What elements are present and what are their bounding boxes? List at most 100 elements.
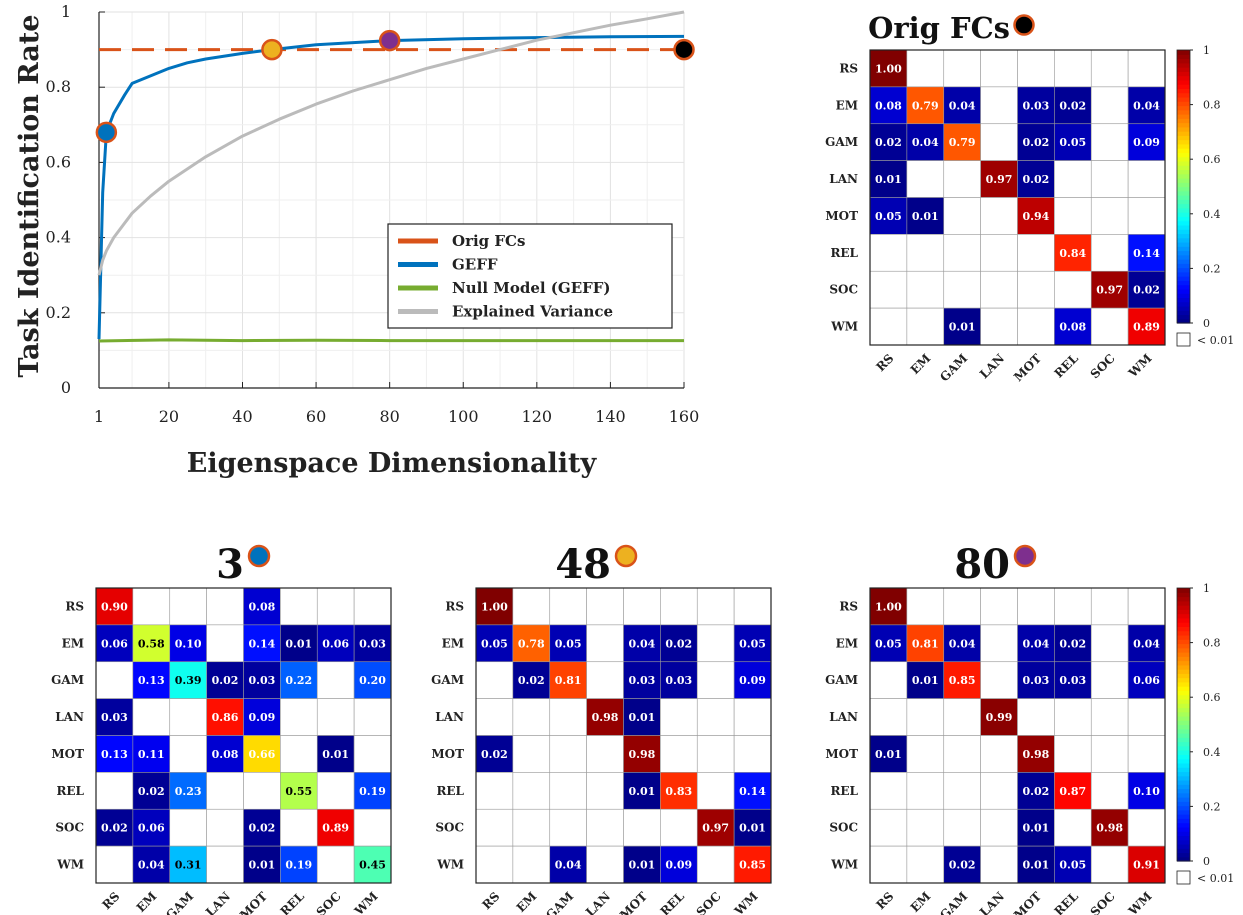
heatmap-cell — [980, 808, 1018, 847]
colorbar-segment — [1177, 622, 1190, 627]
heatmap-cell — [169, 698, 207, 736]
heatmap-cell — [1017, 123, 1055, 161]
heatmap-cell — [95, 845, 134, 884]
heatmap-cell — [512, 661, 551, 699]
cell-value: 0.09 — [739, 674, 766, 687]
heatmap-cell — [353, 661, 392, 699]
heatmap-cell — [280, 772, 318, 810]
row-label: GAM — [51, 673, 84, 687]
heatmap-cell — [943, 197, 981, 235]
colorbar-segment — [1177, 835, 1190, 841]
point-marker — [673, 38, 695, 61]
cell-value: 0.87 — [1059, 785, 1086, 798]
colorbar-tick-label: 0.2 — [1203, 800, 1221, 813]
cell-value: 0.01 — [249, 859, 276, 872]
col-label: SOC — [314, 889, 344, 915]
colorbar-segment — [1177, 856, 1190, 862]
heatmap-cell — [1127, 735, 1166, 773]
heatmap-cell — [1127, 160, 1166, 198]
colorbar-segment — [1177, 805, 1190, 811]
heatmap-cell — [1017, 49, 1055, 88]
colorbar-segment — [1177, 267, 1190, 273]
heatmap-cell — [1054, 234, 1092, 272]
heatmap-cell — [512, 624, 551, 663]
row-label: MOT — [825, 747, 858, 761]
cell-value: 0.91 — [1133, 859, 1160, 872]
colorbar-segment — [1177, 660, 1190, 666]
colorbar-segment — [1177, 848, 1190, 854]
heatmap-cell — [906, 197, 945, 235]
heatmap-cell — [1090, 49, 1129, 88]
colorbar-segment — [1177, 673, 1190, 679]
heatmap-cell — [733, 661, 772, 699]
colorbar-segment — [1177, 588, 1190, 593]
heatmap-cell — [943, 698, 981, 736]
row-label: RS — [839, 599, 858, 613]
heatmap-cell — [132, 698, 171, 736]
heatmap-cell — [906, 234, 945, 272]
colorbar-segment — [1177, 135, 1190, 141]
cell-value: 0.19 — [285, 859, 312, 872]
col-label: LAN — [583, 889, 613, 915]
colorbar-segment — [1177, 809, 1190, 815]
cell-value: 0.03 — [1059, 674, 1086, 687]
heatmap-cell — [1017, 234, 1055, 272]
colorbar-frame — [1176, 49, 1191, 324]
cell-value: 0.98 — [629, 748, 656, 761]
heatmap-cell — [206, 735, 244, 773]
cell-value: 0.13 — [138, 674, 165, 687]
cell-value: 0.58 — [138, 637, 165, 650]
cell-value: 0.79 — [949, 136, 976, 149]
cell-value: 0.02 — [249, 822, 276, 835]
colorbar-segment — [1177, 50, 1190, 55]
colorbar-segment — [1177, 75, 1190, 81]
colorbar-segment — [1177, 314, 1190, 320]
heatmap-cell — [475, 661, 514, 699]
heatmap-cell — [206, 698, 244, 736]
heatmap-cell — [280, 661, 318, 699]
y-axis-label: Task Identification Rate — [14, 15, 45, 378]
legend-label: GEFF — [452, 256, 498, 274]
cell-value: 0.02 — [1059, 99, 1086, 112]
col-label: LAN — [977, 351, 1007, 381]
cell-value: 0.20 — [359, 674, 386, 687]
cell-value: 0.05 — [875, 637, 902, 650]
heatmap-cell — [95, 772, 134, 810]
cell-value: 0.06 — [138, 822, 165, 835]
heatmap-cell — [1017, 698, 1055, 736]
heatmap-cell — [1090, 587, 1129, 626]
heatmap-cell — [980, 661, 1018, 699]
heatmap-cell — [869, 234, 908, 272]
heatmap-cell — [1054, 307, 1092, 346]
cell-value: 0.05 — [1059, 136, 1086, 149]
geff-series — [97, 34, 685, 340]
heatmap-cell — [980, 197, 1018, 235]
cell-value: 0.05 — [739, 637, 766, 650]
heatmap-cell — [1090, 234, 1129, 272]
heatmap-cell — [943, 624, 981, 663]
cell-value: 0.01 — [875, 748, 902, 761]
cell-value: 0.06 — [101, 637, 128, 650]
colorbar-segment — [1177, 297, 1190, 303]
cell-value: 0.66 — [249, 748, 276, 761]
col-label: MOT — [1011, 889, 1044, 915]
heatmap-cell — [906, 808, 945, 847]
col-label: EM — [908, 889, 934, 915]
cell-value: 0.09 — [249, 711, 276, 724]
cell-value: 0.97 — [702, 822, 729, 835]
colorbar-segment — [1177, 318, 1190, 324]
row-label: SOC — [435, 821, 464, 835]
colorbar-segment — [1177, 596, 1190, 602]
heatmap-cell — [1054, 808, 1092, 847]
row-label: SOC — [829, 283, 858, 297]
colorbar-segment — [1177, 212, 1190, 217]
colorbar-segment — [1177, 310, 1190, 316]
heatmap-cell — [980, 845, 1018, 884]
colorbar-segment — [1177, 758, 1190, 764]
colorbar-segment — [1177, 852, 1190, 858]
heatmap-cell — [243, 698, 281, 736]
title-marker — [1013, 14, 1035, 36]
colorbar-segment — [1177, 288, 1190, 294]
row-label: GAM — [825, 673, 858, 687]
cell-value: 0.03 — [629, 674, 656, 687]
